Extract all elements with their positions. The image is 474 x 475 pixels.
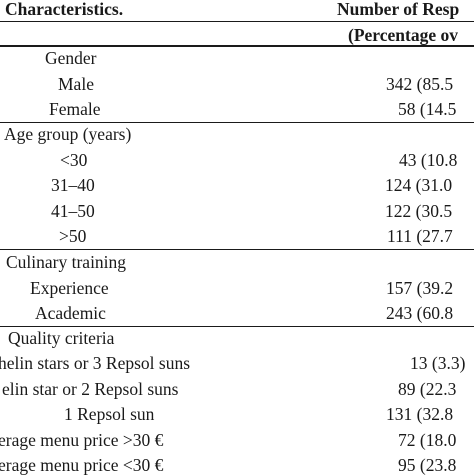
row-label: erage menu price <30 €: [0, 455, 164, 475]
row-value: 124 (31.0: [385, 175, 453, 195]
section-title-culinary-training: Culinary training: [6, 252, 127, 272]
row-label: helin stars or 3 Repsol suns: [0, 353, 191, 373]
row-value: 111 (27.7: [387, 226, 453, 246]
row-value: 131 (32.8: [386, 404, 454, 424]
header-respondents: Number of Resp: [337, 0, 460, 19]
row-value: 89 (22.3: [398, 379, 457, 399]
section-title-age-group: Age group (years): [4, 124, 132, 144]
row-value: 243 (60.8: [386, 303, 454, 323]
row-value: 43 (10.8: [399, 150, 458, 170]
row-label: 31–40: [51, 175, 95, 195]
header-rule: [0, 45, 474, 47]
section-divider: [0, 122, 474, 123]
section-divider: [0, 249, 474, 250]
row-value: 342 (85.5: [386, 74, 454, 94]
section-title-gender: Gender: [45, 48, 97, 68]
row-label: Experience: [30, 278, 109, 298]
row-label: Male: [58, 74, 94, 94]
header-characteristics: Characteristics.: [5, 0, 124, 19]
header-divider: [0, 21, 474, 22]
row-label: 41–50: [51, 201, 95, 221]
row-label: erage menu price >30 €: [0, 430, 164, 450]
row-value: 122 (30.5: [385, 201, 453, 221]
row-label: Academic: [35, 303, 106, 323]
row-label: 1 Repsol sun: [64, 404, 155, 424]
row-value: 13 (3.3): [410, 353, 466, 373]
row-value: 95 (23.8: [398, 455, 457, 475]
header-percentage: (Percentage ov: [348, 25, 458, 45]
section-title-quality-criteria: Quality criteria: [8, 328, 115, 348]
row-label: elin star or 2 Repsol suns: [2, 379, 179, 399]
row-label: Female: [49, 99, 101, 119]
row-label: <30: [60, 150, 88, 170]
row-value: 72 (18.0: [398, 430, 457, 450]
row-value: 58 (14.5: [398, 99, 457, 119]
row-label: >50: [59, 226, 87, 246]
section-divider: [0, 326, 474, 327]
row-value: 157 (39.2: [386, 278, 454, 298]
